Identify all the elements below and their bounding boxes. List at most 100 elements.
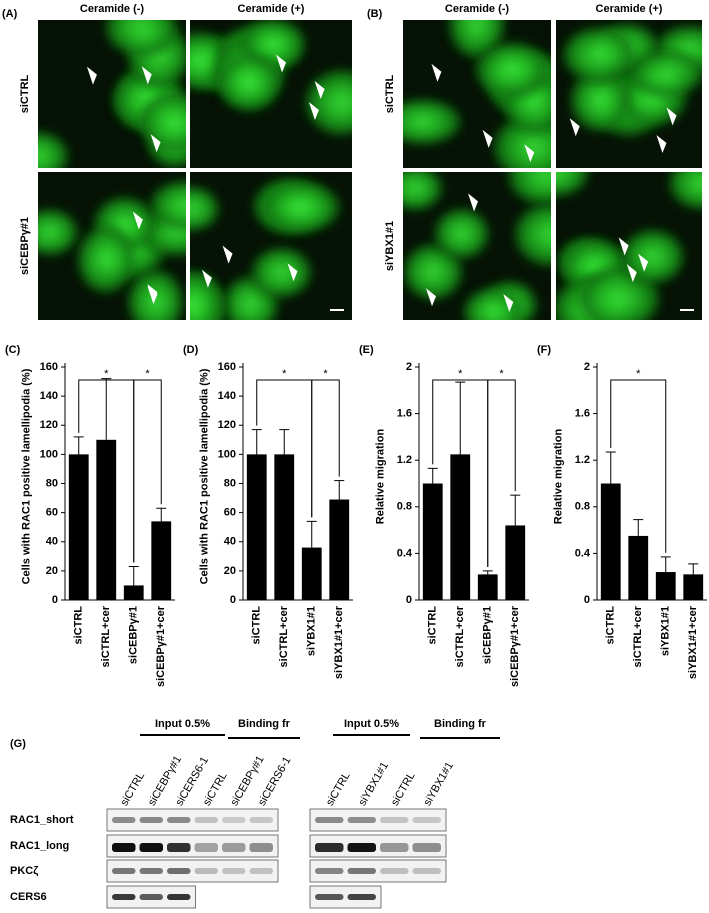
band bbox=[167, 817, 191, 823]
group-header: Input 0.5% bbox=[344, 718, 399, 730]
group-header: Binding fr bbox=[434, 718, 487, 730]
y-tick-label: 0.8 bbox=[575, 501, 590, 513]
micrograph bbox=[38, 20, 186, 168]
arrowhead bbox=[638, 253, 649, 272]
panel-label: (E) bbox=[359, 344, 374, 356]
y-tick-label: 60 bbox=[224, 507, 236, 519]
y-tick-label: 0.8 bbox=[397, 501, 412, 513]
y-tick-label: 1.6 bbox=[397, 408, 412, 420]
band bbox=[139, 894, 163, 900]
bar bbox=[301, 547, 322, 600]
y-tick-label: 100 bbox=[218, 448, 236, 460]
band bbox=[112, 868, 136, 874]
lane-label: siCTRL bbox=[201, 770, 230, 808]
x-tick-label: siYBX1#1+cer bbox=[687, 605, 699, 679]
blot-row-label: PKCζ bbox=[10, 865, 38, 877]
bar bbox=[477, 574, 498, 600]
blot-row-label: RAC1_short bbox=[10, 814, 74, 826]
cell bbox=[263, 182, 340, 233]
arrowhead bbox=[569, 118, 580, 137]
band bbox=[194, 843, 218, 852]
bar bbox=[505, 525, 526, 600]
band bbox=[347, 894, 376, 900]
cell bbox=[669, 172, 702, 209]
x-tick-label: siCEBPγ#1+cer bbox=[155, 605, 167, 687]
blot-box bbox=[106, 859, 279, 883]
band bbox=[194, 817, 218, 823]
y-tick-label: 160 bbox=[218, 361, 236, 373]
arrowhead bbox=[656, 135, 667, 154]
significance-label: * bbox=[282, 368, 287, 380]
band bbox=[380, 843, 409, 852]
bar bbox=[151, 521, 172, 600]
significance-bracket bbox=[133, 379, 162, 563]
band bbox=[194, 868, 218, 874]
y-tick-label: 0 bbox=[52, 594, 58, 606]
band bbox=[347, 843, 376, 852]
y-tick-label: 80 bbox=[46, 477, 58, 489]
band bbox=[249, 843, 273, 852]
band bbox=[139, 817, 163, 823]
y-tick-label: 0.4 bbox=[575, 547, 591, 559]
cell bbox=[305, 69, 352, 136]
cell bbox=[38, 209, 78, 256]
cell bbox=[190, 186, 219, 231]
bar bbox=[274, 454, 295, 600]
x-tick-label: siYBX1#1 bbox=[660, 606, 672, 656]
significance-bracket bbox=[610, 379, 667, 553]
significance-label: * bbox=[145, 368, 150, 380]
significance-label: * bbox=[499, 368, 504, 380]
blot-box bbox=[106, 808, 279, 832]
y-tick-label: 0.4 bbox=[397, 547, 413, 559]
y-tick-label: 0 bbox=[230, 594, 236, 606]
row-label: siCTRL bbox=[19, 74, 31, 113]
group-header: Binding fr bbox=[238, 718, 291, 730]
column-header: Ceramide (+) bbox=[238, 3, 305, 15]
bar bbox=[655, 572, 676, 600]
band bbox=[167, 868, 191, 874]
y-axis-label: Relative migration bbox=[374, 428, 387, 524]
significance-label: * bbox=[458, 368, 463, 380]
y-tick-label: 2 bbox=[584, 361, 590, 373]
blot-box bbox=[309, 859, 447, 883]
y-tick-label: 140 bbox=[40, 390, 58, 402]
arrowhead bbox=[314, 81, 325, 100]
x-tick-label: siCTRL bbox=[427, 606, 439, 645]
x-tick-label: siCEBPγ#1 bbox=[128, 606, 140, 664]
band bbox=[315, 817, 344, 823]
cell bbox=[403, 172, 443, 211]
arrowhead bbox=[425, 288, 436, 307]
arrowhead bbox=[503, 293, 514, 312]
panel-label: (A) bbox=[2, 8, 18, 20]
cell bbox=[403, 244, 463, 300]
bar bbox=[329, 499, 350, 600]
arrowhead bbox=[141, 66, 152, 85]
band bbox=[222, 843, 246, 852]
blot-box bbox=[309, 885, 382, 909]
band bbox=[112, 843, 136, 852]
significance-bracket bbox=[311, 379, 340, 518]
arrowhead bbox=[308, 101, 319, 120]
cell bbox=[630, 51, 702, 96]
y-tick-label: 20 bbox=[46, 565, 58, 577]
y-tick-label: 0 bbox=[406, 594, 412, 606]
y-axis-label: Cells with RAC1 positive lamellipodia (%… bbox=[198, 368, 211, 584]
micrograph bbox=[190, 20, 352, 168]
bar bbox=[96, 439, 117, 600]
x-tick-label: siCTRL bbox=[605, 606, 617, 645]
micrograph bbox=[190, 172, 352, 320]
panel-label: (G) bbox=[10, 738, 26, 750]
bar bbox=[600, 483, 621, 600]
cells bbox=[403, 172, 551, 320]
cells bbox=[190, 178, 340, 320]
arrowhead bbox=[666, 107, 677, 126]
cell bbox=[463, 288, 522, 320]
column-header: Ceramide (+) bbox=[596, 3, 663, 15]
band bbox=[412, 817, 441, 823]
y-axis-label: Cells with RAC1 positive lamellipodia (%… bbox=[20, 368, 33, 584]
cells bbox=[38, 180, 186, 320]
x-tick-label: siCEBPγ#1 bbox=[482, 606, 494, 664]
x-tick-label: siYBX1#1+cer bbox=[333, 605, 345, 679]
y-tick-label: 0 bbox=[584, 594, 590, 606]
